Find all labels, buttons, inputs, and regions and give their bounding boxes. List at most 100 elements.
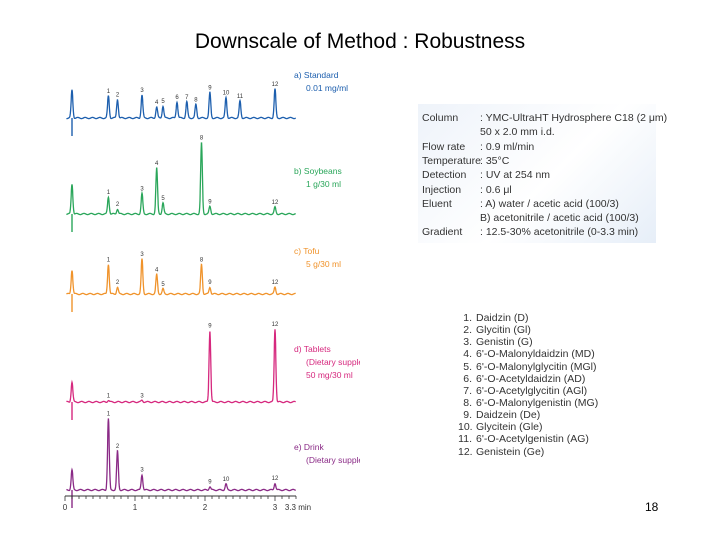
compound-number: 4. [463,348,472,361]
condition-value: : YMC-UltraHT Hydrosphere C18 (2 μm) [480,112,668,124]
compound-number: 2. [463,324,472,337]
trace-1-peak-label-7: 7 [185,95,189,101]
trace-4-sublabel: (Dietary supplement) [306,357,360,367]
trace-1-peak-label-1: 1 [107,89,111,95]
condition-label: Flow rate [422,140,466,153]
compound-item: 7. 6'-O-Acetylglycitin (AGl) [458,385,598,397]
trace-3-peak-label-1: 1 [107,257,111,263]
trace-5-peak-label-12: 12 [272,476,279,482]
compound-item: 2. Glycitin (Gl) [458,324,598,336]
x-axis-end-label: 3.3 min [285,503,311,512]
trace-5-line [66,418,296,492]
compound-number: 10. [458,421,473,434]
compound-name: Glycitein (Gle) [476,421,543,434]
trace-2-peak-label-3: 3 [140,187,144,193]
compound-item: 5. 6'-O-Malonylglycitin (MGl) [458,361,598,373]
trace-2-peak-label-2: 2 [116,202,120,208]
compound-item: 3. Genistin (G) [458,336,598,348]
compound-name: Genistein (Ge) [476,445,545,458]
trace-2-peak-label-4: 4 [155,161,159,167]
trace-1-label: a) Standard [294,72,339,80]
trace-4-peak-label-12: 12 [272,322,279,328]
compound-item: 4. 6'-O-Malonyldaidzin (MD) [458,348,598,360]
compound-item: 12. Genistein (Ge) [458,446,598,458]
slide-title: Downscale of Method : Robustness [194,30,526,53]
trace-5-peak-label-3: 3 [140,468,144,474]
trace-5-label: e) Drink [294,442,325,452]
trace-4-sublabel-2: 50 mg/30 ml [306,370,353,380]
trace-3-label: c) Tofu [294,246,320,256]
compound-number: 12. [458,445,473,458]
condition-value: : 12.5-30% acetonitrile (0-3.3 min) [480,226,639,239]
compound-name: 6'-O-Acetylgenistin (AG) [476,433,589,446]
condition-value: B) acetonitrile / acetic acid (100/3) [480,212,639,225]
condition-label: Detection [422,169,467,182]
trace-4-peak-label-3: 3 [140,393,144,399]
trace-5-peak-label-9: 9 [208,480,212,486]
trace-3-peak-label-3: 3 [140,252,144,258]
condition-label: Injection [422,183,462,196]
trace-1-peak-label-9: 9 [208,86,212,92]
page-number: 18 [645,500,659,514]
trace-5-sublabel: (Dietary supplement) [306,455,360,465]
compound-name: 6'-O-Malonyldaidzin (MD) [476,348,595,361]
condition-value: : UV at 254 nm [480,169,551,182]
compound-number: 9. [463,409,472,422]
trace-5-peak-label-1: 1 [107,412,111,418]
trace-1-line [66,88,296,120]
compound-name: 6'-O-Malonylglycitin (MGl) [476,360,597,373]
compound-number: 11. [458,433,472,446]
trace-3-line [66,258,296,296]
trace-1-peak-label-11: 11 [237,94,244,100]
trace-3-peak-label-2: 2 [116,280,120,286]
compound-name: Daidzin (D) [476,312,529,324]
trace-2-line [66,142,296,216]
trace-2-peak-label-12: 12 [272,200,279,206]
trace-2-peak-label-1: 1 [107,190,111,196]
condition-label: Temperature [422,154,481,167]
trace-4-label: d) Tablets [294,344,331,354]
compound-item: 10. Glycitein (Gle) [458,421,598,433]
trace-3-sublabel: 5 g/30 ml [306,259,341,269]
compound-number: 5. [463,360,472,373]
x-tick-label-3: 3 [273,503,278,512]
trace-1-peak-label-10: 10 [223,91,230,97]
trace-1-peak-label-4: 4 [155,100,159,106]
compound-number: 3. [463,336,472,349]
condition-label: Gradient [422,226,463,239]
condition-value: : 35°C [480,154,510,167]
trace-2-sublabel: 1 g/30 ml [306,179,341,189]
compound-item: 1. Daidzin (D) [458,312,598,324]
trace-1-sublabel: 0.01 mg/ml [306,83,348,93]
trace-4-peak-label-1: 1 [107,393,111,399]
compound-name: 6'-O-Acetylglycitin (AGl) [476,384,588,397]
compound-item: 8. 6'-O-Malonylgenistin (MG) [458,397,598,409]
trace-2-peak-label-8: 8 [200,136,204,142]
condition-value: : A) water / acetic acid (100/3) [480,197,619,210]
compound-number: 7. [463,384,472,397]
trace-1-peak-label-2: 2 [116,92,120,98]
x-tick-label-0: 0 [63,503,68,512]
trace-3-peak-label-12: 12 [272,280,279,286]
trace-3-peak-label-8: 8 [200,257,204,263]
compound-number: 8. [463,396,472,409]
trace-3-peak-label-5: 5 [161,282,165,288]
trace-4-line [66,329,296,404]
compound-item: 11. 6'-O-Acetylgenistin (AG) [458,433,598,445]
trace-1-peak-label-8: 8 [194,97,198,103]
x-tick-label-1: 1 [133,503,138,512]
trace-2-label: b) Soybeans [294,166,342,176]
condition-value: : 0.9 ml/min [480,140,535,153]
compound-name: Genistin (G) [476,336,533,349]
trace-1-peak-label-12: 12 [272,82,279,88]
trace-2-peak-label-5: 5 [161,196,165,202]
trace-5-peak-label-10: 10 [223,477,230,483]
compound-number: 1. [463,312,472,324]
condition-value: : 0.6 μl [480,183,512,196]
compound-list: 1. Daidzin (D) 2. Glycitin (Gl) 3. Genistin (… [458,312,598,458]
trace-1-peak-label-5: 5 [161,99,165,105]
compound-item: 6. 6'-O-Acetyldaidzin (AD) [458,373,598,385]
compound-name: 6'-O-Acetyldaidzin (AD) [476,372,586,385]
trace-2-peak-label-9: 9 [208,199,212,205]
